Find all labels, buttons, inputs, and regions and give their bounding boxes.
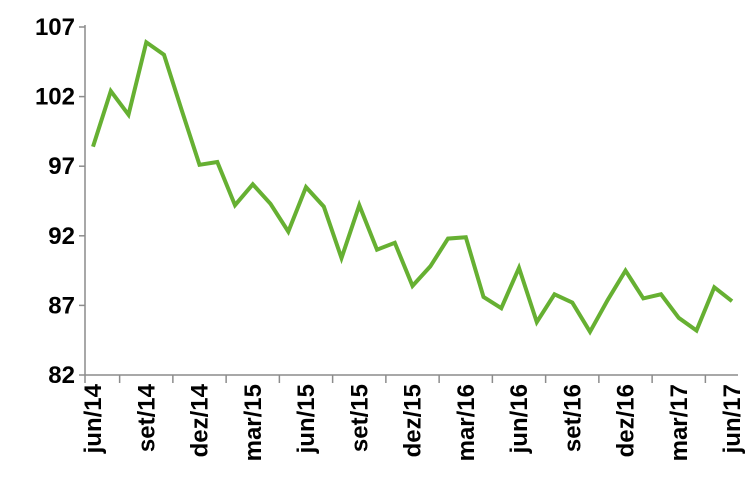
y-tick-label: 97 <box>48 153 75 180</box>
x-tick-label: mar/15 <box>240 384 267 461</box>
x-tick-label: set/15 <box>346 384 373 452</box>
x-tick-label: mar/16 <box>453 384 480 461</box>
series-line <box>91 38 734 336</box>
x-tick-label: jun/17 <box>719 384 745 454</box>
x-tick-label: jun/15 <box>293 384 320 454</box>
y-axis: 82 87 92 97 102 107 <box>35 14 86 389</box>
y-tick-label: 102 <box>35 84 75 111</box>
x-tick-label: jun/16 <box>506 384 533 454</box>
x-tick-label: dez/15 <box>400 384 427 457</box>
x-tick-label: dez/16 <box>613 384 640 457</box>
x-tick-label: set/14 <box>133 383 160 452</box>
x-tick-label: mar/17 <box>666 384 693 461</box>
series-lines <box>91 38 734 336</box>
x-tick-label: set/16 <box>559 384 586 452</box>
y-tick-label: 107 <box>35 14 75 41</box>
y-tick-label: 82 <box>48 362 75 389</box>
x-tick-label: jun/14 <box>80 383 107 454</box>
x-axis: jun/14 set/14 dez/14 mar/15 jun/15 set/15 dez/… <box>80 374 745 461</box>
y-tick-label: 92 <box>48 223 75 250</box>
y-tick-label: 87 <box>48 292 75 319</box>
x-tick-label: dez/14 <box>187 383 214 457</box>
